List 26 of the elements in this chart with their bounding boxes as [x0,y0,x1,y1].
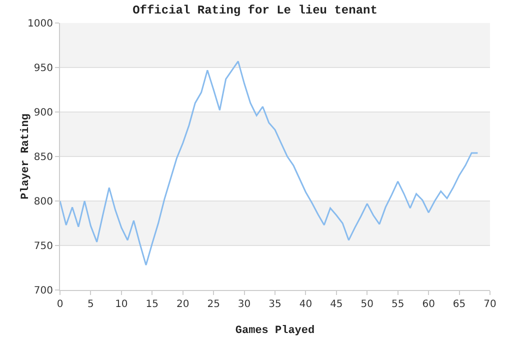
x-tick-label: 65 [452,299,466,310]
y-tick-label: 1000 [28,18,53,30]
x-tick-label: 50 [360,299,374,310]
x-tick-label: 55 [391,299,404,310]
x-tick-label: 20 [176,299,190,310]
chart-title: Official Rating for Le lieu tenant [132,4,378,18]
x-tick-label: 15 [146,299,159,310]
y-tick-label: 900 [34,108,53,118]
y-axis-title: Player Rating [20,114,32,200]
x-tick-label: 10 [115,299,128,310]
x-tick-label: 60 [422,299,435,310]
x-tick-label: 40 [299,299,312,310]
line-series [60,60,478,266]
x-tick-label: 35 [268,299,282,310]
x-tick-label: 45 [330,299,343,310]
y-tick-label: 700 [34,286,53,296]
x-axis-title: Games Played [235,325,315,337]
x-tick-label: 70 [484,299,496,310]
x-tick-label: 5 [88,299,94,310]
x-tick-label: 30 [238,299,251,310]
x-tick-label: 0 [56,299,64,310]
y-tick-label: 750 [34,241,53,252]
x-tick-label: 25 [207,299,220,310]
y-tick-label: 800 [34,196,53,208]
y-tick-label: 950 [34,63,53,74]
y-tick-label: 850 [34,152,53,163]
